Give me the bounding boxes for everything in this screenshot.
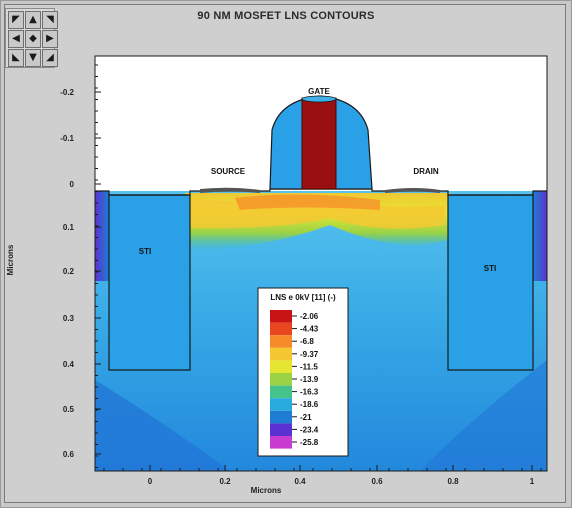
legend-label: -4.43 — [300, 325, 319, 334]
nav-center-icon[interactable]: ◆ — [25, 30, 41, 48]
legend-swatch — [270, 310, 292, 323]
y-tick-label: 0 — [70, 180, 75, 189]
y-tick-label: -0.2 — [60, 88, 74, 97]
legend-swatch — [270, 360, 292, 373]
legend-label: -21 — [300, 413, 312, 422]
y-axis: -0.2 -0.1 0 0.1 0.2 0.3 0.4 0.5 0.6 — [60, 64, 101, 468]
navigation-pad: ◤ ▲ ◥ ◀ ◆ ▶ ◣ ▼ ◢ — [5, 8, 58, 68]
y-tick-label: 0.4 — [63, 360, 75, 369]
plot-title: 90 NM MOSFET LNS CONTOURS — [197, 10, 375, 22]
gate-label: GATE — [308, 87, 330, 96]
drain-implant — [385, 188, 440, 193]
channel-core — [235, 194, 380, 210]
source-implant — [200, 187, 260, 193]
nav-down-left-icon[interactable]: ◣ — [8, 49, 24, 67]
nav-up-right-icon[interactable]: ◥ — [42, 11, 58, 29]
x-axis-title: Microns — [251, 486, 282, 495]
legend-label: -18.6 — [300, 400, 319, 409]
drain-label: DRAIN — [413, 167, 439, 176]
x-tick-label: 0 — [148, 477, 153, 486]
nav-left-icon[interactable]: ◀ — [8, 30, 24, 48]
legend-swatch — [270, 373, 292, 386]
legend-swatch — [270, 423, 292, 436]
x-tick-label: 0.8 — [447, 477, 459, 486]
nav-up-icon[interactable]: ▲ — [25, 11, 41, 29]
y-tick-label: 0.1 — [63, 223, 75, 232]
x-tick-label: 0.6 — [371, 477, 383, 486]
y-tick-label: 0.2 — [63, 267, 75, 276]
legend-label: -2.06 — [300, 312, 319, 321]
deep-contour-left — [95, 380, 230, 471]
legend-swatch — [270, 347, 292, 361]
gate-electrode — [301, 97, 337, 190]
legend-label: -13.9 — [300, 375, 319, 384]
gate-cap — [301, 95, 337, 103]
legend-swatch — [270, 335, 292, 348]
y-tick-label: 0.6 — [63, 450, 75, 459]
legend-swatch — [270, 436, 292, 449]
legend-title: LNS e 0kV [11] (-) — [270, 293, 336, 302]
legend: LNS e 0kV [11] (-) -2.06 -4.43 -6.8 -9.37 -1… — [257, 287, 349, 457]
y-axis-title: Microns — [6, 244, 15, 275]
sti-right-label: STI — [484, 264, 496, 273]
x-tick-label: 0.4 — [294, 477, 306, 486]
nav-down-icon[interactable]: ▼ — [25, 49, 41, 67]
nav-down-right-icon[interactable]: ◢ — [42, 49, 58, 67]
legend-label: -9.37 — [300, 350, 319, 359]
source-label: SOURCE — [211, 167, 246, 176]
legend-swatch — [270, 322, 292, 336]
legend-label: -16.3 — [300, 388, 319, 397]
legend-swatch — [270, 385, 292, 399]
legend-swatch — [270, 398, 292, 411]
edge-contour-left — [95, 191, 109, 281]
y-tick-label: 0.5 — [63, 405, 75, 414]
plot-border — [94, 55, 548, 472]
legend-label: -6.8 — [300, 337, 314, 346]
x-tick-label: 1 — [530, 477, 535, 486]
nav-right-icon[interactable]: ▶ — [42, 30, 58, 48]
y-tick-label: -0.1 — [60, 134, 74, 143]
sti-left-label: STI — [139, 247, 151, 256]
legend-swatch — [270, 410, 292, 424]
deep-contour-right — [420, 360, 547, 471]
sti-left-region — [108, 194, 191, 371]
y-tick-label: 0.3 — [63, 314, 75, 323]
legend-label: -11.5 — [300, 362, 318, 371]
edge-contour-right — [533, 191, 547, 281]
legend-label: -23.4 — [300, 425, 319, 434]
legend-label: -25.8 — [300, 438, 319, 447]
x-tick-label: 0.2 — [219, 477, 231, 486]
sti-right-region — [447, 194, 534, 371]
x-axis: 0 0.2 0.4 0.6 0.8 1 — [103, 465, 542, 486]
nav-up-left-icon[interactable]: ◤ — [8, 11, 24, 29]
